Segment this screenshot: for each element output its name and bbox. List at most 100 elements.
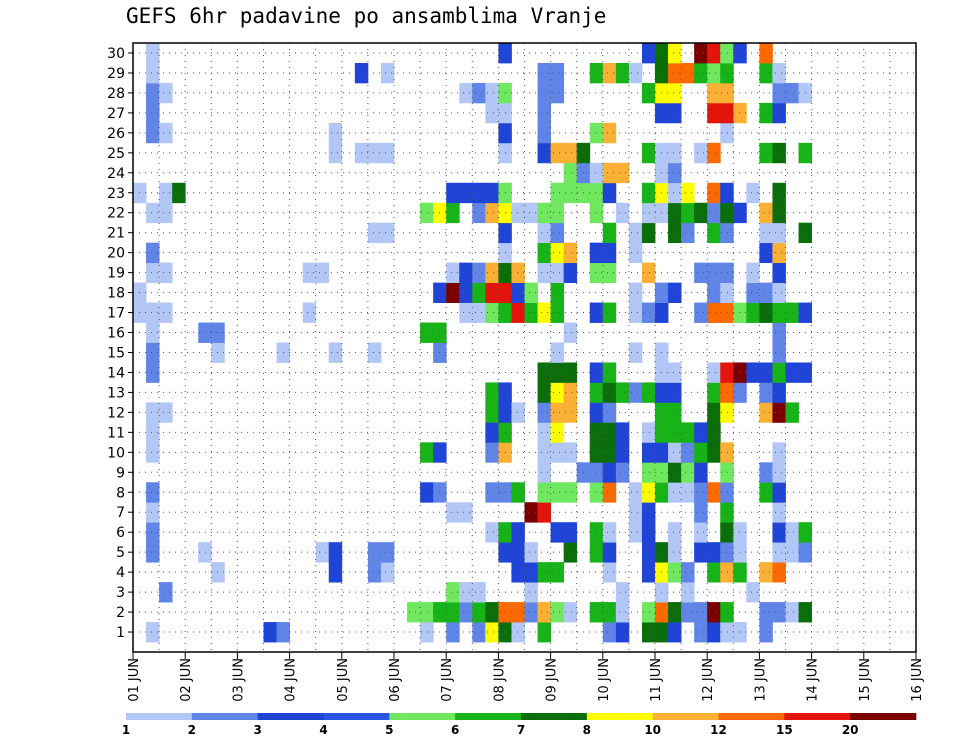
heatmap-cell bbox=[707, 602, 721, 623]
heatmap-cell bbox=[746, 262, 760, 284]
legend-swatch bbox=[257, 713, 324, 720]
heatmap-cell bbox=[759, 282, 773, 303]
heatmap-cell bbox=[628, 302, 643, 323]
y-tick-label: 17 bbox=[107, 306, 125, 322]
y-tick-label: 30 bbox=[107, 46, 125, 62]
x-tick-label: 15 JUN bbox=[858, 658, 873, 702]
heatmap-cell bbox=[641, 562, 656, 583]
heatmap-cell bbox=[641, 382, 656, 403]
heatmap-cell bbox=[602, 242, 617, 264]
heatmap-cell bbox=[602, 562, 617, 583]
heatmap-cell bbox=[302, 262, 317, 284]
heatmap-cell bbox=[772, 282, 786, 303]
heatmap-cell bbox=[668, 482, 682, 503]
heatmap-cell bbox=[550, 602, 565, 623]
heatmap-cell bbox=[641, 182, 656, 204]
y-tick-label: 23 bbox=[107, 186, 125, 202]
heatmap-cell bbox=[407, 602, 421, 623]
legend-swatch bbox=[191, 713, 258, 720]
y-tick-label: 15 bbox=[107, 345, 125, 361]
y-tick-label: 26 bbox=[107, 126, 125, 142]
heatmap-cell bbox=[589, 462, 604, 483]
heatmap-cell bbox=[146, 302, 160, 323]
heatmap-cell bbox=[159, 302, 173, 323]
heatmap-cell bbox=[446, 502, 460, 523]
heatmap-cell bbox=[146, 262, 160, 284]
y-tick-label: 22 bbox=[107, 206, 125, 222]
heatmap-cell bbox=[563, 142, 578, 164]
heatmap-cell bbox=[694, 302, 708, 323]
heatmap-cell bbox=[615, 422, 630, 443]
heatmap-cell bbox=[772, 322, 786, 343]
y-tick-label: 11 bbox=[107, 425, 125, 441]
legend-label: 10 bbox=[644, 723, 661, 737]
heatmap-cell bbox=[550, 82, 565, 104]
heatmap-cell bbox=[628, 482, 643, 503]
y-tick-label: 16 bbox=[107, 326, 125, 342]
heatmap-cell bbox=[785, 362, 799, 383]
heatmap-cell bbox=[550, 382, 565, 403]
heatmap-cell bbox=[681, 62, 695, 84]
y-tick-label: 14 bbox=[107, 365, 125, 381]
heatmap-cell bbox=[668, 442, 682, 463]
heatmap-cell bbox=[720, 43, 734, 64]
y-tick-label: 27 bbox=[107, 106, 125, 122]
heatmap-cell bbox=[420, 622, 434, 643]
heatmap-cell bbox=[537, 622, 551, 643]
heatmap-cell bbox=[694, 442, 708, 463]
heatmap-cell bbox=[589, 402, 604, 423]
heatmap-cell bbox=[668, 43, 682, 64]
heatmap-cell bbox=[446, 622, 460, 643]
heatmap-cell bbox=[485, 102, 499, 124]
heatmap-cell bbox=[720, 102, 734, 124]
heatmap-cell bbox=[524, 562, 538, 583]
heatmap-cell bbox=[720, 402, 734, 423]
heatmap-cell bbox=[446, 182, 460, 204]
heatmap-cell bbox=[720, 62, 734, 84]
heatmap-cell bbox=[602, 262, 617, 284]
heatmap-cell bbox=[602, 222, 617, 244]
heatmap-cell bbox=[302, 302, 317, 323]
heatmap-cell bbox=[485, 182, 499, 204]
heatmap-cell bbox=[694, 43, 708, 64]
heatmap-cell bbox=[615, 442, 630, 463]
heatmap-cell bbox=[420, 442, 434, 463]
heatmap-cell bbox=[367, 342, 382, 363]
heatmap-cell bbox=[641, 602, 656, 623]
y-tick-label: 6 bbox=[116, 525, 125, 541]
heatmap-cell bbox=[380, 62, 395, 84]
heatmap-cell bbox=[563, 482, 578, 503]
heatmap-cell bbox=[446, 262, 460, 284]
heatmap-cell bbox=[707, 422, 721, 443]
heatmap-cell bbox=[720, 542, 734, 563]
heatmap-cell bbox=[746, 182, 760, 204]
heatmap-cell bbox=[380, 222, 395, 244]
heatmap-cell bbox=[720, 622, 734, 643]
heatmap-cell bbox=[485, 262, 499, 284]
heatmap-cell bbox=[146, 442, 160, 463]
heatmap-cell bbox=[668, 142, 682, 164]
x-tick-label: 09 JUN bbox=[545, 658, 560, 702]
heatmap-cell bbox=[563, 542, 578, 563]
color-legend: 1 2 3 4 5 6 7 8 10 12 15 20 bbox=[122, 713, 917, 737]
heatmap-cell bbox=[328, 562, 343, 583]
heatmap-cell bbox=[615, 622, 630, 643]
heatmap-cell bbox=[641, 43, 656, 64]
legend-label: 1 bbox=[122, 723, 130, 737]
heatmap-cell bbox=[146, 482, 160, 503]
heatmap-cell bbox=[589, 262, 604, 284]
heatmap-cell bbox=[550, 422, 565, 443]
legend-swatch bbox=[521, 713, 588, 720]
heatmap-cell bbox=[146, 542, 160, 563]
heatmap-cell bbox=[537, 122, 551, 144]
heatmap-cell bbox=[459, 262, 473, 284]
heatmap-cell bbox=[772, 382, 786, 403]
heatmap-cell bbox=[524, 302, 538, 323]
heatmap-cell bbox=[733, 522, 747, 543]
heatmap-cell bbox=[641, 442, 656, 463]
heatmap-cell bbox=[328, 342, 343, 363]
heatmap-cell bbox=[707, 102, 721, 124]
x-axis: 01 JUN 02 JUN 03 JUN 04 JUN 05 JUN 06 JUN 07 J… bbox=[127, 652, 925, 702]
heatmap-cell bbox=[681, 442, 695, 463]
heatmap-cell bbox=[772, 222, 786, 244]
